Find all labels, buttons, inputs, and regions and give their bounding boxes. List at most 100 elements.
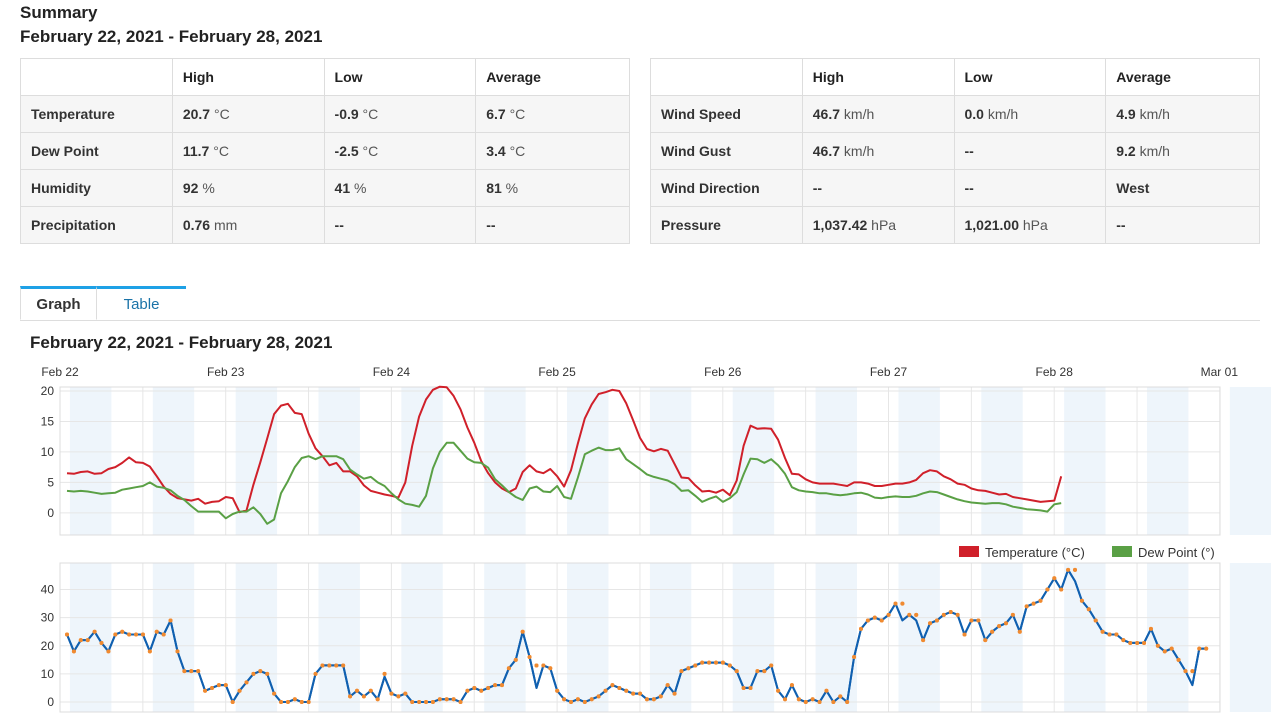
value-avg: 81 <box>486 180 502 196</box>
gust-point <box>1176 657 1181 662</box>
gust-point <box>189 669 194 674</box>
gust-point <box>900 601 905 606</box>
gust-point <box>948 610 953 614</box>
night-band <box>1064 387 1106 535</box>
unit-high: mm <box>213 217 238 233</box>
cell-low: -- <box>953 169 1107 207</box>
cell-avg: -- <box>475 206 630 244</box>
gust-point <box>907 612 912 617</box>
gust-point <box>624 688 629 693</box>
gust-point <box>175 649 180 654</box>
gust-point <box>1190 669 1195 674</box>
gust-point <box>997 624 1002 629</box>
cell-high: 0.76 mm <box>171 206 325 244</box>
gust-point <box>368 688 373 693</box>
gust-point <box>886 612 891 617</box>
gust-point <box>382 671 387 676</box>
gust-point <box>479 688 484 693</box>
table-row: Precipitation 0.76 mm -- -- <box>20 206 630 244</box>
cell-high: 46.7 km/h <box>801 132 955 170</box>
tab-graph[interactable]: Graph <box>20 286 97 320</box>
gust-point <box>658 694 663 699</box>
gust-point <box>817 700 822 704</box>
header-low: Low <box>323 58 477 96</box>
unit-avg: km/h <box>1139 143 1170 159</box>
gust-point <box>955 612 960 617</box>
night-band <box>815 563 858 712</box>
night-band <box>732 563 775 712</box>
row-label: Wind Direction <box>650 169 803 207</box>
cell-low: -2.5 °C <box>323 132 477 170</box>
header-average: Average <box>1105 58 1260 96</box>
gust-point <box>1142 640 1147 645</box>
night-band <box>898 563 940 712</box>
y-tick-label: 0 <box>47 695 54 709</box>
gust-point <box>1010 612 1015 617</box>
gust-point <box>140 632 145 637</box>
summary-table-left: High Low Average Temperature 20.7 °C -0.9 … <box>20 58 630 244</box>
unit-low: °C <box>362 143 379 159</box>
gust-point <box>1052 576 1057 581</box>
tab-table[interactable]: Table <box>97 286 186 320</box>
gust-point <box>451 697 456 702</box>
gust-point <box>651 697 656 702</box>
gust-point <box>783 697 788 702</box>
gust-point <box>617 685 622 690</box>
gust-point <box>230 700 235 704</box>
gust-point <box>858 626 863 631</box>
gust-point <box>424 700 429 704</box>
gust-point <box>1086 607 1091 612</box>
gust-point <box>444 697 449 702</box>
gust-point <box>1162 649 1167 654</box>
gust-point <box>279 700 284 704</box>
plot-frame <box>59 562 1221 713</box>
table-row: Wind Gust 46.7 km/h -- 9.2 km/h <box>650 132 1260 170</box>
night-band <box>567 563 609 712</box>
series-line-wind <box>66 568 1207 703</box>
gust-point <box>569 700 574 704</box>
gust-point <box>1135 640 1140 645</box>
legend-label-temperature: Temperature (°C) <box>985 545 1085 560</box>
cell-avg: 6.7 °C <box>475 95 630 133</box>
gust-point <box>327 663 332 668</box>
gust-point <box>1169 646 1174 651</box>
gust-point <box>679 669 684 674</box>
gust-point <box>893 601 898 606</box>
y-tick-label: 0 <box>47 506 54 520</box>
table-row: Humidity 92 % 41 % 81 % <box>20 169 630 207</box>
legend-swatch-temperature <box>959 546 979 557</box>
x-tick-label: Feb 25 <box>538 365 576 379</box>
gust-point <box>1038 598 1043 603</box>
gust-point <box>921 638 926 643</box>
night-band <box>1064 563 1106 712</box>
gust-point <box>1204 646 1209 651</box>
gust-point <box>1093 618 1098 623</box>
summary-date-range: February 22, 2021 - February 28, 2021 <box>20 27 323 46</box>
gust-point <box>354 688 359 693</box>
table-row: Wind Direction -- -- West <box>650 169 1260 207</box>
cell-avg: -- <box>1105 206 1260 244</box>
gust-point <box>548 666 553 671</box>
gust-point <box>265 671 270 676</box>
series-line-dew-point <box>66 441 1062 525</box>
night-band <box>484 387 526 535</box>
gust-point <box>403 691 408 696</box>
gust-point <box>306 700 311 704</box>
night-band <box>235 563 278 712</box>
gust-point <box>1073 567 1078 572</box>
unit-avg: °C <box>509 143 526 159</box>
gust-point <box>534 663 539 668</box>
gust-point <box>499 683 504 688</box>
cell-avg: 81 % <box>475 169 630 207</box>
night-band <box>1229 387 1271 535</box>
gust-point <box>1066 567 1071 572</box>
cell-avg: 4.9 km/h <box>1105 95 1260 133</box>
night-band <box>484 563 526 712</box>
gust-point <box>1183 669 1188 674</box>
gust-point <box>934 618 939 623</box>
night-band <box>815 387 858 535</box>
gust-point <box>541 663 546 668</box>
gust-point <box>1045 587 1050 592</box>
gust-point <box>603 688 608 693</box>
y-tick-label: 10 <box>41 445 55 459</box>
